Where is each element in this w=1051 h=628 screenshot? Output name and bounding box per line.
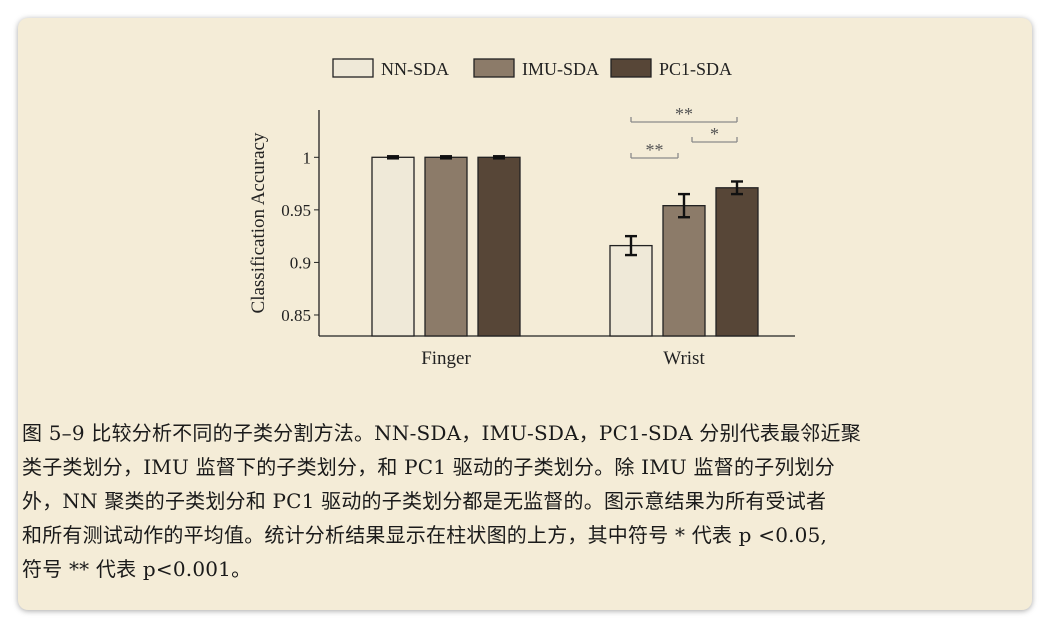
y-tick-label: 0.9 (290, 253, 311, 272)
chart-legend: NN-SDA IMU-SDA PC1-SDA (332, 58, 732, 79)
legend-label: IMU-SDA (522, 59, 599, 79)
caption-line: 和所有测试动作的平均值。统计分析结果显示在柱状图的上方，其中符号 * 代表 p … (22, 523, 828, 547)
x-tick-label: Wrist (663, 348, 705, 369)
legend-swatch (473, 58, 515, 78)
bar (424, 156, 468, 337)
caption-line: 类子类划分，IMU 监督下的子类划分，和 PC1 驱动的子类划分。除 IMU 监… (22, 455, 835, 479)
y-axis-label: Classification Accuracy (248, 132, 269, 313)
bar (715, 187, 759, 337)
legend-label: NN-SDA (381, 59, 449, 79)
y-tick-label: 0.85 (281, 306, 311, 325)
y-tick-label: 0.95 (281, 201, 311, 220)
bar-chart: NN-SDA IMU-SDA PC1-SDA 0.85 0.9 0.95 1 Classif… (248, 58, 795, 369)
x-tick-label: Finger (421, 348, 471, 369)
significance-label: ** (675, 104, 693, 124)
legend-swatch (610, 58, 652, 78)
chart-axes: 0.85 0.9 0.95 1 Classification Accuracy Finge… (248, 110, 795, 369)
significance-label: ** (646, 140, 664, 160)
caption-line: 外，NN 聚类的子类划分和 PC1 驱动的子类划分都是无监督的。图示意结果为所有… (22, 489, 827, 513)
legend-swatch (332, 58, 374, 78)
bar (609, 244, 653, 337)
bar (371, 156, 415, 337)
bar (662, 205, 706, 337)
caption-line: 图 5–9 比较分析不同的子类分割方法。NN-SDA，IMU-SDA，PC1-S… (22, 421, 861, 445)
chart-bars (371, 155, 759, 337)
legend-label: PC1-SDA (659, 59, 732, 79)
figure-caption: 图 5–9 比较分析不同的子类分割方法。NN-SDA，IMU-SDA，PC1-S… (22, 416, 1026, 586)
y-tick-label: 1 (303, 148, 312, 167)
bar (477, 156, 521, 337)
figure-card: NN-SDA IMU-SDA PC1-SDA 0.85 0.9 0.95 1 Classif… (18, 18, 1032, 610)
caption-line: 符号 ** 代表 p<0.001。 (22, 557, 252, 581)
significance-annotations: ***** (630, 104, 738, 160)
significance-label: * (710, 124, 719, 144)
